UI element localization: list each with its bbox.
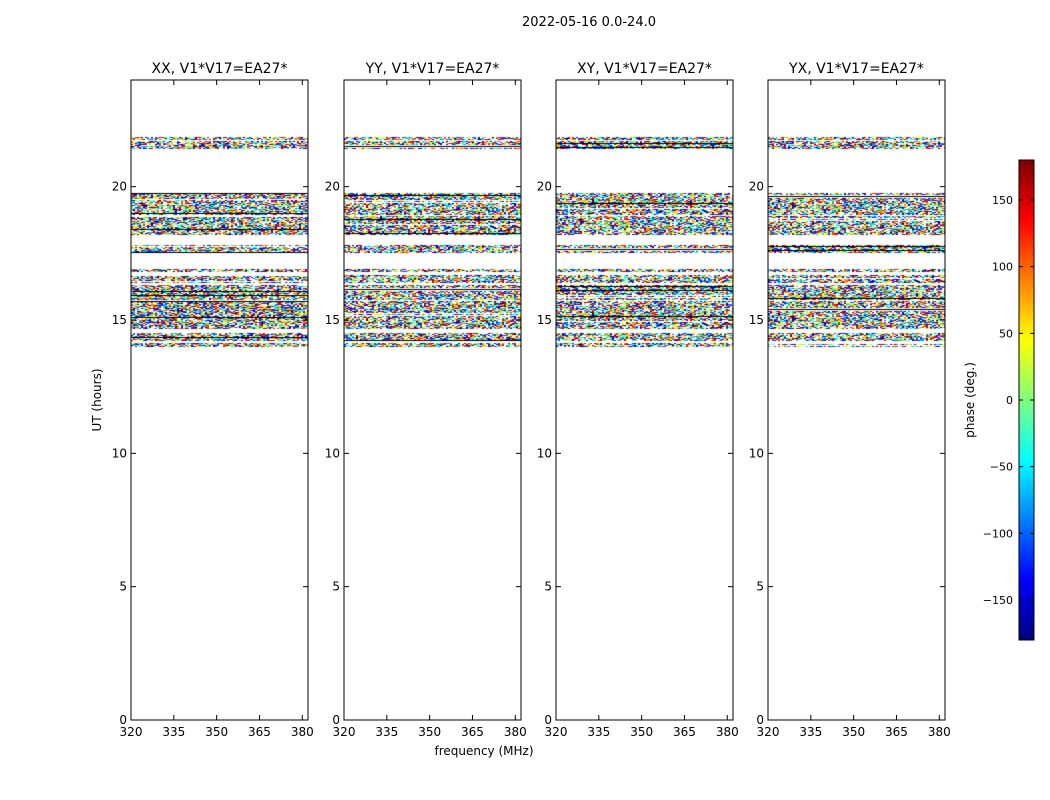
y-tick-label: 20 — [749, 180, 764, 194]
y-tick-label: 20 — [537, 180, 552, 194]
axes-frame — [767, 79, 946, 721]
y-tick-label: 10 — [749, 446, 764, 460]
phase-heatmap — [556, 80, 733, 720]
x-tick-label: 380 — [928, 725, 951, 739]
y-tick-label: 15 — [749, 313, 764, 327]
x-axis-label: frequency (MHz) — [434, 744, 533, 758]
colorbar-tick-label: −150 — [983, 594, 1013, 607]
y-tick-label: 15 — [112, 313, 127, 327]
panel-title: XX, V1*V17=EA27* — [152, 61, 288, 77]
x-tick-label: 380 — [291, 725, 314, 739]
x-tick-label: 350 — [205, 725, 228, 739]
y-tick-label: 0 — [332, 713, 340, 727]
colorbar-tick-label: −100 — [983, 527, 1013, 540]
phase-heatmap — [768, 80, 945, 720]
x-tick-label: 380 — [716, 725, 739, 739]
x-tick-label: 320 — [333, 725, 356, 739]
panel-0: XX, V1*V17=EA27* 320 335 350 365 380 0 5 10 15 20 — [112, 61, 314, 739]
colorbar-tick-label: −50 — [990, 461, 1013, 474]
y-tick-label: 0 — [544, 713, 552, 727]
colorbar-tick-label: 0 — [1006, 394, 1013, 407]
axes-frame — [130, 79, 309, 721]
panel-title: YX, V1*V17=EA27* — [788, 61, 924, 77]
phase-heatmap — [131, 80, 308, 720]
y-tick-label: 10 — [537, 446, 552, 460]
x-tick-label: 335 — [162, 725, 185, 739]
colorbar: −150 −100 −50 0 50 100 150 — [983, 159, 1035, 641]
y-tick-label: 5 — [332, 580, 340, 594]
x-tick-label: 320 — [545, 725, 568, 739]
x-tick-label: 365 — [673, 725, 696, 739]
y-tick-label: 0 — [756, 713, 764, 727]
colorbar-tick-label: 150 — [992, 194, 1013, 207]
figure-suptitle: 2022-05-16 0.0-24.0 — [522, 15, 656, 30]
x-tick-label: 350 — [418, 725, 441, 739]
x-tick-label: 365 — [885, 725, 908, 739]
y-tick-label: 10 — [112, 446, 127, 460]
x-tick-label: 335 — [799, 725, 822, 739]
y-tick-label: 0 — [119, 713, 127, 727]
colorbar-tick-label: 50 — [999, 327, 1013, 340]
panel-3: YX, V1*V17=EA27* 320 335 350 365 380 0 5 10 15 20 — [749, 61, 951, 739]
panels: XX, V1*V17=EA27*320 335 350 365 38005101520Y… — [112, 61, 951, 739]
x-tick-label: 365 — [248, 725, 271, 739]
y-tick-label: 15 — [537, 313, 552, 327]
x-tick-label: 380 — [504, 725, 527, 739]
axes-frame — [343, 79, 522, 721]
x-tick-label: 335 — [375, 725, 398, 739]
y-axis-label: UT (hours) — [90, 368, 104, 431]
y-tick-label: 15 — [325, 313, 340, 327]
x-tick-label: 320 — [757, 725, 780, 739]
x-tick-label: 350 — [630, 725, 653, 739]
phase-heatmap — [344, 80, 521, 720]
y-tick-label: 20 — [112, 180, 127, 194]
panel-title: YY, V1*V17=EA27* — [365, 61, 500, 77]
y-tick-label: 20 — [325, 180, 340, 194]
y-tick-label: 5 — [119, 580, 127, 594]
colorbar-label: phase (deg.) — [963, 362, 977, 438]
panel-title: XY, V1*V17=EA27* — [577, 61, 712, 77]
colorbar-tick-label: 100 — [992, 261, 1013, 274]
axes-frame — [555, 79, 734, 721]
panel-2: XY, V1*V17=EA27* 320 335 350 365 380 0 5 10 15 20 — [537, 61, 739, 739]
x-tick-label: 320 — [120, 725, 143, 739]
y-tick-label: 10 — [325, 446, 340, 460]
x-tick-label: 335 — [587, 725, 610, 739]
panel-1: YY, V1*V17=EA27* 320 335 350 365 380 0 5 10 15 20 — [325, 61, 527, 739]
x-tick-label: 350 — [842, 725, 865, 739]
y-tick-label: 5 — [544, 580, 552, 594]
y-tick-label: 5 — [756, 580, 764, 594]
x-tick-label: 365 — [461, 725, 484, 739]
